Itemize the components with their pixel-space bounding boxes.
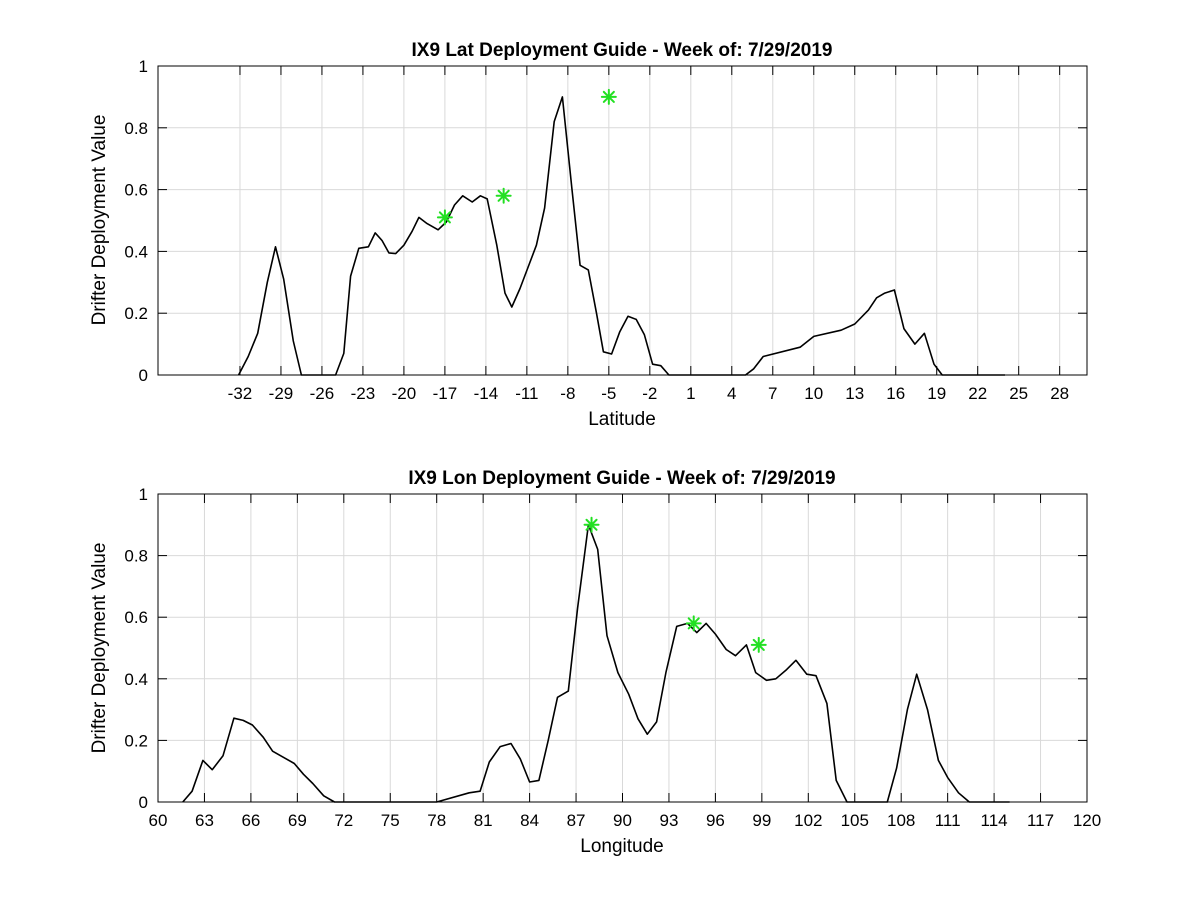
lon-y-axis-label: Drifter Deployment Value <box>89 543 110 754</box>
lat-x-axis-label: Latitude <box>588 409 656 430</box>
lon-x-tick-label: 69 <box>288 811 307 830</box>
lon-y-tick-label: 0.4 <box>124 670 148 689</box>
lat-x-tick-label: -26 <box>310 384 335 403</box>
lon-x-tick-label: 111 <box>935 811 961 830</box>
lon-x-tick-label: 84 <box>520 811 539 830</box>
lat-x-tick-label: 16 <box>886 384 905 403</box>
lat-x-tick-label: 7 <box>768 384 777 403</box>
lat-y-tick-label: 0.6 <box>124 181 148 200</box>
lat-highlight-marker <box>600 88 617 105</box>
lat-chart: -32 -29 -26 -23 -20 -17 -14 -11 -8 -5 -2 1 4 7 10 13 16 1… <box>89 40 1088 430</box>
lon-x-tick-labels: 60 63 66 69 72 75 78 81 84 87 90 93 96 99 102 105 108 111… <box>149 811 1102 830</box>
lat-x-tick-label: -17 <box>433 384 458 403</box>
lon-x-tick-label: 108 <box>887 811 915 830</box>
lat-x-tick-label: -14 <box>474 384 499 403</box>
lon-highlight-marker <box>583 516 600 533</box>
lon-highlight-marker <box>685 615 702 632</box>
lat-x-tick-label: -2 <box>642 384 657 403</box>
lon-x-tick-label: 96 <box>706 811 725 830</box>
lon-x-tick-label: 90 <box>613 811 632 830</box>
lat-x-tick-label: -29 <box>269 384 294 403</box>
lat-y-tick-label: 1 <box>139 57 148 76</box>
lon-x-tick-label: 72 <box>334 811 353 830</box>
lon-y-tick-label: 0.2 <box>124 731 148 750</box>
lon-y-tick-label: 0.8 <box>124 547 148 566</box>
lat-highlight-markers <box>436 88 617 226</box>
lon-y-tick-label: 0.6 <box>124 608 148 627</box>
lon-highlight-marker <box>750 636 767 653</box>
lat-tick-marks <box>158 65 1087 376</box>
lat-grid <box>158 66 1087 375</box>
lon-y-tick-labels: 0 0.2 0.4 0.6 0.8 1 <box>124 485 148 812</box>
lat-x-tick-label: -23 <box>351 384 376 403</box>
lon-chart: 60 63 66 69 72 75 78 81 84 87 90 93 96 99 102 105 108 111… <box>89 468 1101 857</box>
lon-x-tick-label: 63 <box>195 811 214 830</box>
lat-x-tick-label: -32 <box>228 384 253 403</box>
lat-x-tick-label: 28 <box>1050 384 1069 403</box>
lon-grid <box>157 494 1088 802</box>
lat-x-tick-label: 25 <box>1009 384 1028 403</box>
lat-y-tick-label: 0 <box>139 366 148 385</box>
lat-x-tick-label: 1 <box>686 384 695 403</box>
lon-axes-box <box>157 493 1088 803</box>
lat-x-tick-label: -20 <box>392 384 417 403</box>
lat-series-line <box>237 96 1005 376</box>
lon-y-tick-label: 1 <box>139 485 148 504</box>
lon-highlight-markers <box>583 516 767 653</box>
lat-highlight-marker <box>436 209 453 226</box>
lon-x-tick-label: 105 <box>841 811 869 830</box>
lat-x-tick-label: 4 <box>727 384 736 403</box>
lat-y-tick-labels: 0 0.2 0.4 0.6 0.8 1 <box>124 57 148 385</box>
lat-x-tick-label: 19 <box>927 384 946 403</box>
lon-x-tick-label: 81 <box>474 811 493 830</box>
lon-x-tick-label: 120 <box>1073 811 1101 830</box>
lat-x-tick-labels: -32 -29 -26 -23 -20 -17 -14 -11 -8 -5 -2 1 4 7 10 13 16 1… <box>228 384 1069 403</box>
lon-x-axis-label: Longitude <box>580 836 663 857</box>
lat-x-tick-label: 22 <box>968 384 987 403</box>
lon-x-tick-label: 87 <box>567 811 586 830</box>
lon-y-tick-label: 0 <box>139 793 148 812</box>
lon-x-tick-label: 114 <box>981 811 1008 830</box>
lat-plot-area <box>158 66 1087 375</box>
lat-y-tick-label: 0.8 <box>124 119 148 138</box>
lon-x-tick-label: 60 <box>149 811 168 830</box>
lon-x-tick-label: 93 <box>659 811 678 830</box>
lon-x-tick-label: 102 <box>794 811 822 830</box>
lat-axes-box <box>157 65 1088 376</box>
lat-x-tick-label: 13 <box>845 384 864 403</box>
lat-y-tick-label: 0.4 <box>124 242 148 261</box>
lat-x-tick-label: -8 <box>560 384 575 403</box>
lon-x-tick-label: 99 <box>752 811 771 830</box>
lon-x-tick-label: 78 <box>427 811 446 830</box>
lon-x-tick-label: 66 <box>241 811 260 830</box>
lat-x-tick-label: -5 <box>601 384 616 403</box>
lon-chart-title: IX9 Lon Deployment Guide - Week of: 7/29… <box>408 468 835 489</box>
lat-chart-title: IX9 Lat Deployment Guide - Week of: 7/29… <box>412 40 833 61</box>
lat-highlight-marker <box>495 187 512 204</box>
lat-x-tick-label: -11 <box>515 384 538 403</box>
lon-x-tick-label: 75 <box>381 811 400 830</box>
lat-y-tick-label: 0.2 <box>124 304 148 323</box>
lat-series <box>237 96 1005 376</box>
lat-x-tick-label: 10 <box>804 384 823 403</box>
lat-y-axis-label: Drifter Deployment Value <box>89 115 110 326</box>
lon-x-tick-label: 117 <box>1027 811 1054 830</box>
